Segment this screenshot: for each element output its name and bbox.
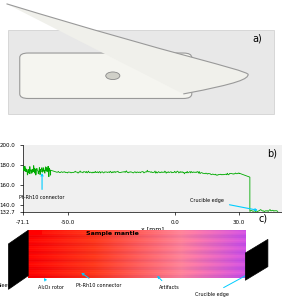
- Text: Sleeve: Sleeve: [0, 274, 14, 288]
- FancyBboxPatch shape: [20, 53, 192, 98]
- Text: c): c): [259, 214, 268, 224]
- Text: Sample mantle: Sample mantle: [86, 231, 139, 236]
- Text: Crucible edge: Crucible edge: [190, 198, 257, 211]
- X-axis label: x [mm]: x [mm]: [141, 226, 164, 231]
- Circle shape: [106, 72, 120, 79]
- Text: b): b): [267, 149, 277, 159]
- Text: Pt-Rh10 connector: Pt-Rh10 connector: [19, 174, 65, 200]
- Text: Pt-Rh10 connector: Pt-Rh10 connector: [76, 273, 122, 288]
- Polygon shape: [245, 239, 268, 280]
- Text: Artifacts: Artifacts: [158, 277, 180, 290]
- Bar: [8, 30, 274, 114]
- Polygon shape: [8, 230, 28, 289]
- PathPatch shape: [183, 68, 248, 94]
- Text: Crucible edge: Crucible edge: [195, 273, 250, 297]
- Text: Al₂O₃ rotor: Al₂O₃ rotor: [38, 279, 64, 290]
- Text: a): a): [252, 33, 262, 43]
- Polygon shape: [28, 230, 42, 235]
